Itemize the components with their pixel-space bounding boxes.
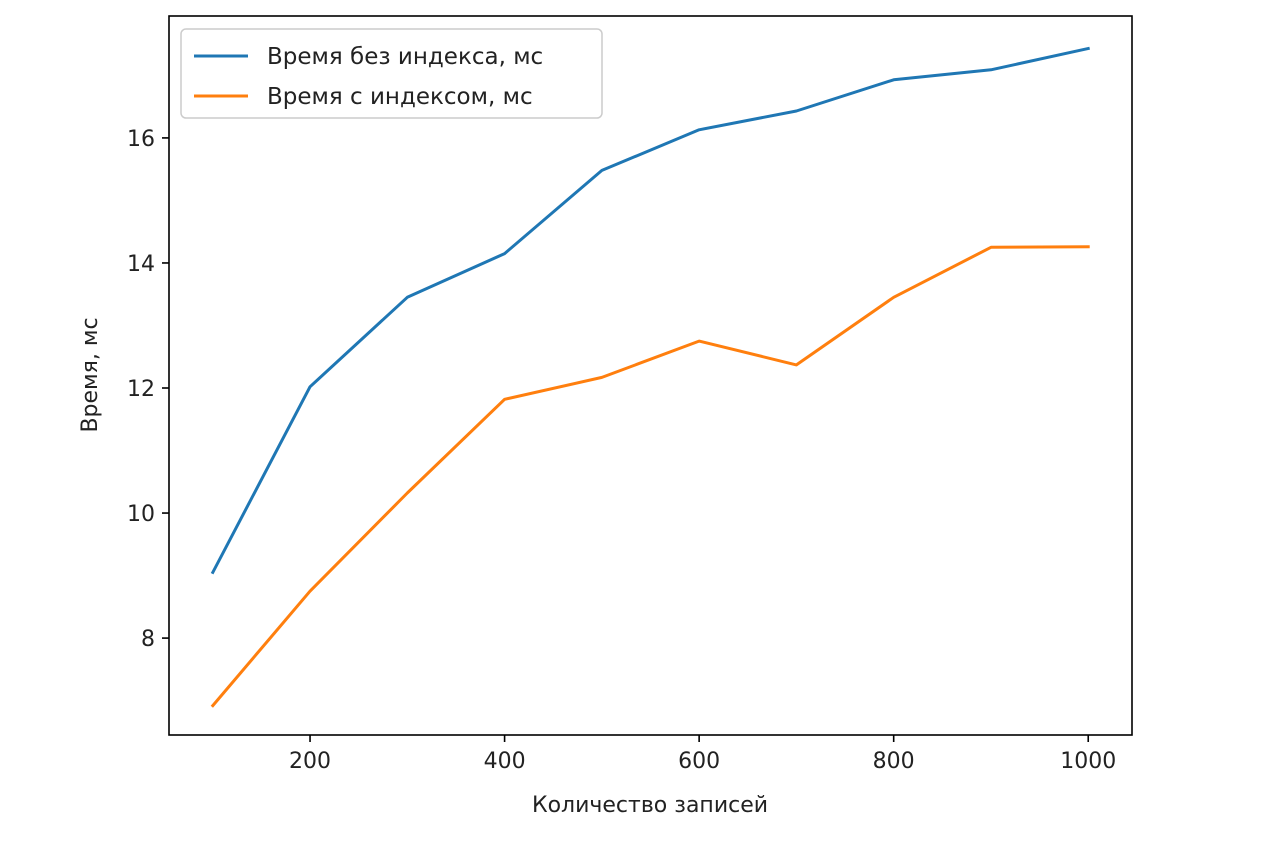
y-axis: 8 10 12 14 16 <box>127 127 169 652</box>
x-axis-label: Количество записей <box>532 793 768 818</box>
x-tick-label: 200 <box>289 749 331 774</box>
series-layer <box>210 46 1090 708</box>
y-tick-label: 12 <box>127 377 155 402</box>
legend: Время без индекса, мс Время с индексом, м… <box>180 28 603 119</box>
series-line-1 <box>210 46 1090 575</box>
x-tick-label: 400 <box>484 749 526 774</box>
x-axis: 200 400 600 800 1000 <box>289 735 1116 774</box>
y-tick-label: 10 <box>127 502 155 527</box>
legend-label-1: Время без индекса, мс <box>267 44 543 70</box>
legend-label-2: Время с индексом, мс <box>267 84 533 110</box>
y-axis-label: Время, мс <box>78 317 103 432</box>
y-tick-label: 14 <box>127 252 155 277</box>
y-tick-label: 8 <box>141 627 155 652</box>
series-line-2 <box>210 245 1090 708</box>
y-tick-label: 16 <box>127 127 155 152</box>
legend-box <box>180 28 603 119</box>
x-tick-label: 800 <box>873 749 915 774</box>
x-tick-label: 600 <box>678 749 720 774</box>
x-tick-label: 1000 <box>1060 749 1116 774</box>
plot-frame <box>168 15 1133 736</box>
